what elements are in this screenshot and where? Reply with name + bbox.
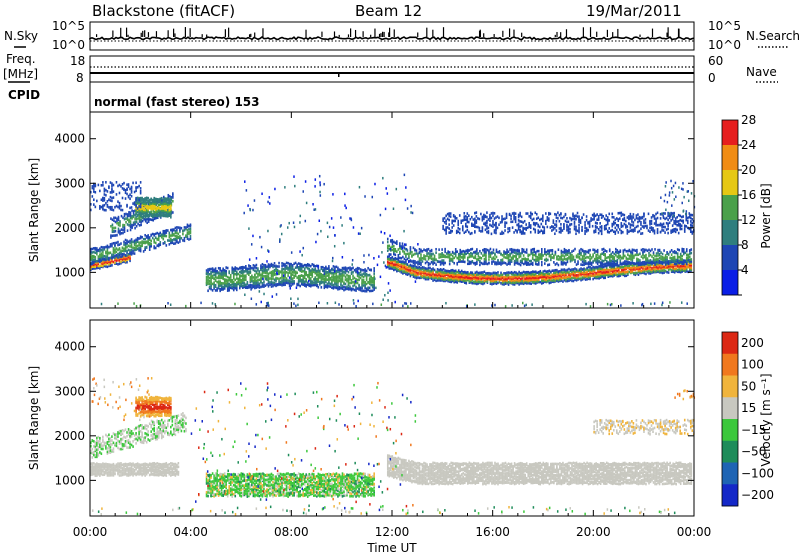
velocity-colorbar-tick-6: −100: [741, 466, 774, 480]
velocity-colorbar-swatch-6: [722, 463, 738, 485]
velocity-colorbar-tick-1: 100: [741, 358, 764, 372]
xtick-3: 12:00: [375, 525, 410, 539]
power-colorbar-swatch-6: [722, 270, 738, 295]
velocity-colorbar-tick-0: 200: [741, 336, 764, 350]
nsearch-tick-top: 10^5: [708, 19, 741, 33]
velocity-ytick-2: 3000: [54, 384, 85, 398]
date-label: 19/Mar/2011: [586, 2, 682, 20]
freq-gap: [338, 74, 340, 77]
velocity-colorbar-swatch-2: [722, 376, 738, 398]
cpid-value: normal (fast stereo) 153: [94, 95, 260, 109]
nsky-strip-frame: [90, 22, 694, 50]
velocity-colorbar-swatch-3: [722, 397, 738, 419]
power-ytick-0: 1000: [54, 265, 85, 279]
power-ylabel: Slant Range [km]: [27, 158, 41, 262]
velocity-colorbar-label: Velocity [m s⁻¹]: [759, 373, 773, 466]
xaxis-title: Time UT: [366, 541, 417, 554]
nave-tick-bottom: 0: [708, 71, 716, 85]
nsky-tick-top: 10^5: [52, 19, 85, 33]
xtick-6: 00:00: [677, 525, 712, 539]
power-colorbar-tick-3: 16: [741, 188, 756, 202]
power-colorbar-swatch-3: [722, 195, 738, 220]
xtick-2: 08:00: [274, 525, 309, 539]
nsky-label: N.Sky: [4, 29, 38, 43]
power-colorbar-swatch-0: [722, 120, 738, 145]
freq-tick-bottom: 8: [76, 71, 84, 85]
freq-label-top: Freq.: [6, 52, 36, 66]
xtick-1: 04:00: [173, 525, 208, 539]
freq-strip-frame: [90, 56, 694, 82]
beam-label: Beam 12: [355, 2, 422, 20]
xtick-4: 16:00: [475, 525, 510, 539]
power-heatmap: [90, 174, 695, 308]
xtick-0: 00:00: [73, 525, 108, 539]
power-ytick-1: 2000: [54, 221, 85, 235]
power-colorbar-tick-5: 8: [741, 238, 749, 252]
velocity-ytick-0: 1000: [54, 473, 85, 487]
velocity-colorbar-swatch-1: [722, 354, 738, 376]
velocity-ylabel: Slant Range [km]: [27, 366, 41, 470]
radar-title: Blackstone (fitACF): [92, 2, 235, 20]
nsky-tick-bottom: 10^0: [52, 38, 85, 52]
velocity-colorbar-tick-3: 15: [741, 401, 756, 415]
power-colorbar-label: Power [dB]: [759, 183, 773, 248]
nsearch-label: N.Search: [746, 29, 800, 43]
velocity-colorbar-tick-2: 50: [741, 379, 756, 393]
power-colorbar-swatch-5: [722, 245, 738, 270]
power-colorbar-tick-0: 28: [741, 113, 756, 127]
power-colorbar-tick-6: 4: [741, 263, 749, 277]
power-ytick-2: 3000: [54, 176, 85, 190]
velocity-ytick-3: 4000: [54, 340, 85, 354]
power-colorbar: 28 24 20 16 12 8 4: [722, 113, 756, 295]
velocity-colorbar-swatch-0: [722, 332, 738, 354]
velocity-colorbar-swatch-4: [722, 419, 738, 441]
power-ytick-3: 4000: [54, 132, 85, 146]
power-colorbar-tick-4: 12: [741, 213, 756, 227]
power-colorbar-tick-1: 24: [741, 138, 756, 152]
power-colorbar-swatch-1: [722, 145, 738, 170]
nsearch-tick-bottom: 10^0: [708, 38, 741, 52]
velocity-heatmap: [90, 377, 695, 515]
cpid-label: CPID: [8, 88, 40, 102]
freq-tick-top: 18: [70, 54, 85, 68]
power-colorbar-tick-2: 20: [741, 163, 756, 177]
nave-tick-top: 60: [708, 54, 723, 68]
nave-label: Nave: [746, 65, 777, 79]
velocity-ytick-1: 2000: [54, 429, 85, 443]
power-colorbar-swatch-4: [722, 220, 738, 245]
nsky-trace: [90, 27, 694, 41]
freq-label-bottom: [MHz]: [3, 67, 38, 81]
velocity-colorbar-swatch-7: [722, 484, 738, 506]
velocity-colorbar-tick-7: −200: [741, 488, 774, 502]
xtick-5: 20:00: [576, 525, 611, 539]
velocity-colorbar-swatch-5: [722, 441, 738, 463]
power-colorbar-swatch-2: [722, 170, 738, 195]
